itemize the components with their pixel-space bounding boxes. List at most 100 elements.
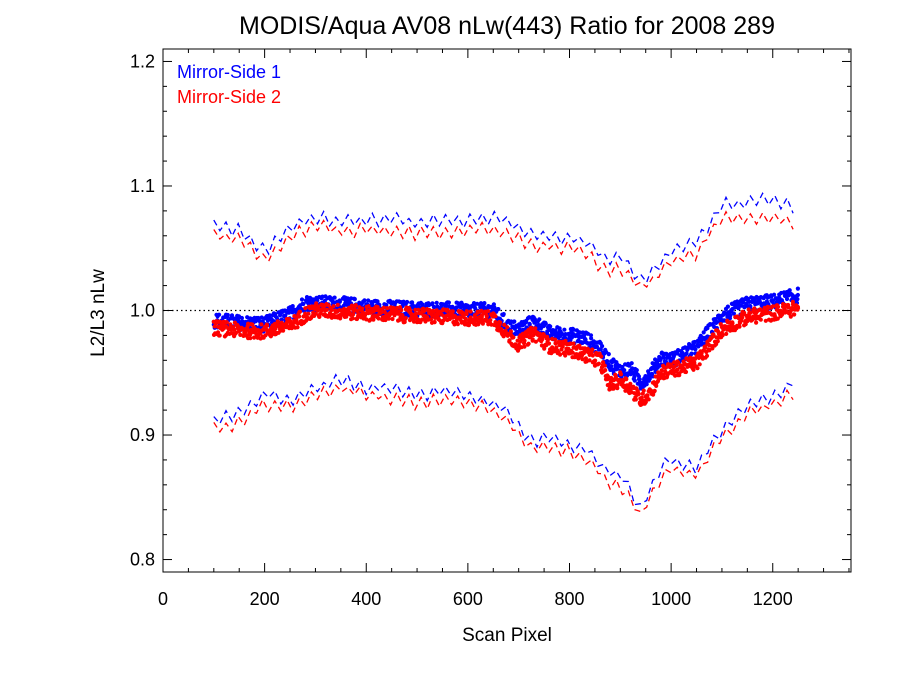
ms2-data-point	[306, 311, 311, 316]
ms2-data-point	[646, 397, 651, 402]
ms2-data-point	[303, 311, 308, 316]
ms1-data-point	[562, 327, 567, 332]
ms2-data-point	[484, 314, 489, 319]
ms2-data-point	[641, 388, 646, 393]
x-tick-label: 200	[250, 589, 280, 609]
ms2-data-point	[455, 322, 460, 327]
ms2-data-point	[691, 367, 696, 372]
ms1-data-point	[647, 376, 652, 381]
ms1-data-point	[239, 315, 244, 321]
ms1-data-point	[740, 300, 746, 305]
ms2-data-point	[314, 301, 319, 306]
ms2-data-point	[360, 306, 365, 311]
ms2-data-point	[697, 362, 702, 367]
ms1-data-point	[496, 307, 501, 312]
ms2-data-point	[224, 320, 229, 325]
ms2-data-point	[710, 346, 715, 351]
ms2-data-point	[790, 299, 796, 304]
ms2-data-point	[628, 381, 633, 386]
ms1-data-point	[432, 304, 437, 310]
ms2-data-point	[699, 351, 704, 356]
ms1-data-point	[629, 361, 634, 366]
ms2-data-point	[659, 368, 664, 373]
ms1-upper-dashed-line	[213, 191, 794, 284]
x-tick-label: 400	[351, 589, 381, 609]
ms1-data-point	[787, 288, 792, 293]
ms2-data-point	[238, 332, 243, 337]
ms2-data-point	[615, 383, 620, 388]
ms2-data-point	[353, 303, 358, 308]
ms2-data-point	[652, 388, 657, 393]
ms2-data-point	[553, 337, 558, 342]
ms1-data-point	[634, 368, 639, 373]
ms2-lower-dashed-line	[213, 384, 794, 513]
ms2-data-point	[264, 323, 270, 328]
ms2-data-point	[498, 320, 503, 325]
ms1-data-point	[784, 296, 790, 302]
ms1-data-point	[689, 351, 694, 356]
ms2-data-point	[724, 331, 729, 336]
ms1-data-point	[644, 382, 649, 387]
ms1-data-point	[299, 297, 305, 302]
ms2-data-point	[432, 319, 437, 325]
ms1-data-point	[637, 377, 642, 382]
ms2-data-point	[376, 316, 381, 321]
ms2-data-point	[754, 320, 759, 325]
ms2-data-point	[593, 358, 598, 363]
ms1-data-point	[714, 319, 719, 325]
legend: Mirror-Side 1 Mirror-Side 2	[177, 62, 281, 107]
ms1-data-point	[259, 315, 264, 320]
ms2-data-point	[416, 307, 421, 312]
ms2-data-point	[228, 322, 233, 327]
ms1-data-point	[609, 364, 614, 369]
y-tick-label: 1.0	[130, 301, 155, 321]
ms2-data-point	[730, 321, 735, 326]
ms2-data-point	[596, 361, 602, 366]
ms1-data-point	[482, 301, 487, 306]
ms1-data-point	[267, 313, 272, 318]
ms2-data-point	[303, 306, 308, 311]
ms1-data-point	[589, 336, 594, 341]
ms2-data-point	[366, 304, 371, 309]
ms2-data-point	[431, 308, 436, 313]
ms1-data-point	[283, 313, 288, 318]
ms2-data-point	[740, 315, 745, 320]
ms1-data-point	[430, 301, 435, 306]
ms2-data-point	[677, 373, 682, 378]
ms2-data-point	[281, 328, 286, 333]
ms2-data-point	[788, 314, 793, 319]
ms2-data-point	[770, 304, 775, 309]
ms2-data-point	[479, 314, 484, 320]
chart-title: MODIS/Aqua AV08 nLw(443) Ratio for 2008 …	[239, 12, 775, 40]
ms2-data-point	[624, 377, 629, 382]
ms2-data-point	[502, 322, 507, 327]
ms2-data-point	[350, 316, 355, 321]
ms2-data-point	[488, 318, 493, 323]
y-tick-label: 1.1	[130, 176, 155, 196]
ms2-data-point	[259, 322, 264, 327]
ms2-data-point	[379, 310, 384, 315]
y-tick-label: 1.2	[130, 51, 155, 71]
ms2-data-point	[541, 332, 546, 337]
ms2-data-point	[493, 314, 498, 319]
ms1-data-point	[444, 304, 449, 309]
ms2-data-point	[669, 362, 674, 367]
ms2-data-point	[464, 309, 469, 314]
ms1-data-point	[362, 298, 367, 303]
ms2-data-point	[580, 357, 585, 362]
ms2-data-point	[430, 313, 435, 318]
ms2-data-point	[704, 353, 710, 358]
ms2-data-point	[683, 369, 689, 375]
ms1-data-point	[446, 300, 451, 305]
ms1-data-point	[352, 297, 357, 302]
ms1-data-point	[588, 333, 594, 338]
ms1-data-point	[405, 299, 410, 305]
ms2-data-point	[676, 360, 681, 365]
ms2-data-point	[381, 305, 386, 310]
ms1-data-point	[727, 316, 733, 321]
ms1-data-point	[537, 317, 542, 322]
ms1-data-point	[605, 359, 610, 364]
ms1-data-point	[632, 378, 637, 383]
ms2-data-point	[613, 375, 619, 380]
ms2-data-point	[775, 304, 781, 309]
